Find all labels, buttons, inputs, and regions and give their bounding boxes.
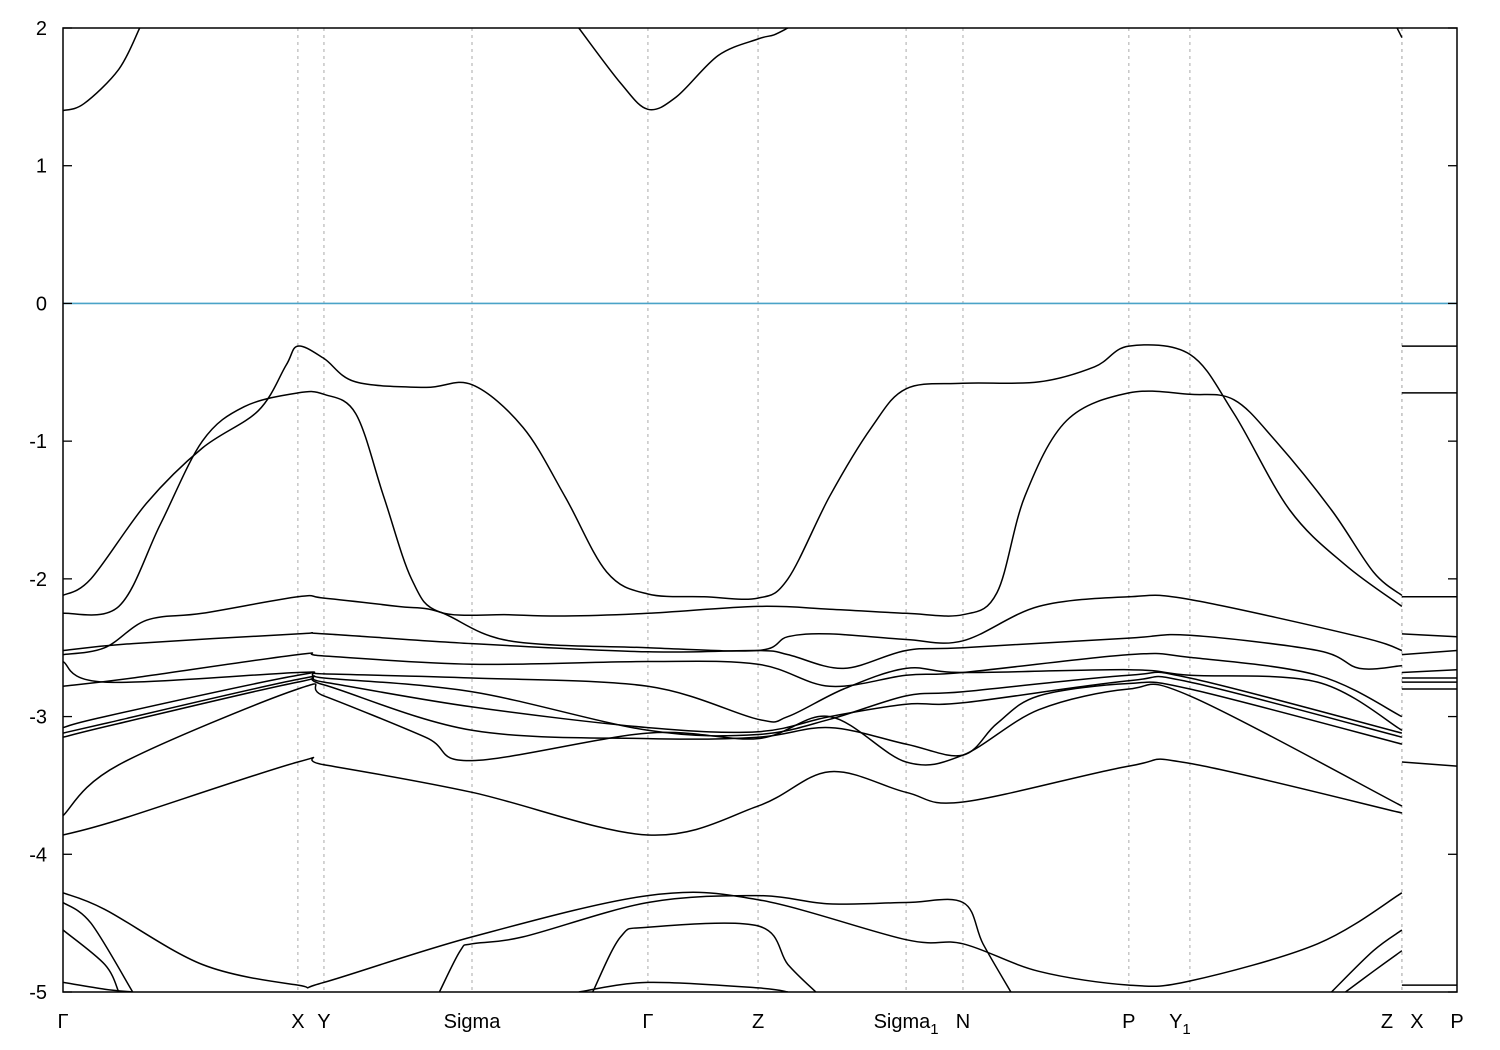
x-axis: Γ X Y Sigma Γ Z Sigma1 N P Y1 Z X P <box>57 1011 1463 1038</box>
kpoint-label-text-6: Sigma <box>874 1011 932 1033</box>
kpoint-label-text-0: Γ <box>57 1011 68 1033</box>
kpoint-grid <box>297 28 1403 992</box>
kpoint-label-6: Sigma1 <box>874 1011 939 1038</box>
kpoint-label-0: Γ <box>57 1011 68 1033</box>
y-tick-label-3: -1 <box>29 431 47 453</box>
kpoint-label-9: Y1 <box>1169 1011 1191 1038</box>
band-line-17 <box>438 894 1012 992</box>
y-tick-label-2: 0 <box>36 293 47 315</box>
band-line-19 <box>578 981 789 992</box>
band-line-9 <box>63 671 1403 737</box>
band-line-1 <box>578 28 789 111</box>
band-line-20 <box>1330 929 1403 992</box>
band-line-2 <box>1396 28 1403 38</box>
band-line-27 <box>1401 649 1457 656</box>
band-line-22 <box>63 981 133 992</box>
band-line-0 <box>63 28 141 112</box>
band-line-6 <box>63 631 1402 670</box>
y-tick-label-1: 1 <box>36 156 47 178</box>
band-line-21 <box>1345 950 1403 992</box>
kpoint-label-7: N <box>956 1011 970 1033</box>
kpoint-label-8: P <box>1122 1011 1135 1033</box>
y-axis: 2 1 0 -1 -2 -3 -4 -5 <box>29 18 1457 1004</box>
band-line-28 <box>1401 668 1457 674</box>
band-line-15 <box>63 901 134 992</box>
kpoint-label-3: Sigma <box>444 1011 502 1033</box>
kpoint-label-subscript-6: 1 <box>930 1021 938 1038</box>
kpoint-label-text-10: Z <box>1381 1011 1393 1033</box>
band-line-7 <box>63 652 1403 718</box>
kpoint-label-text-1: X <box>291 1011 304 1033</box>
kpoint-label-5: Z <box>752 1011 764 1033</box>
kpoint-label-10: Z <box>1381 1011 1393 1033</box>
kpoint-label-text-4: Γ <box>642 1011 653 1033</box>
band-line-5 <box>63 594 1403 656</box>
kpoint-label-text-9: Y <box>1169 1011 1182 1033</box>
kpoint-label-2: Y <box>317 1011 330 1033</box>
y-tick-label-7: -5 <box>29 982 47 1004</box>
kpoint-label-4: Γ <box>642 1011 653 1033</box>
y-tick-label-4: -2 <box>29 569 47 591</box>
band-line-8 <box>63 660 1403 731</box>
kpoint-label-subscript-9: 1 <box>1182 1021 1190 1038</box>
kpoint-label-text-11: X <box>1410 1011 1423 1033</box>
band-line-18 <box>592 922 817 992</box>
plot-frame <box>62 27 1458 993</box>
kpoint-label-text-12: P <box>1450 1011 1463 1033</box>
band-line-26 <box>1401 633 1457 638</box>
kpoint-label-text-3: Sigma <box>444 1011 502 1033</box>
kpoint-label-text-2: Y <box>317 1011 330 1033</box>
kpoint-label-text-8: P <box>1122 1011 1135 1033</box>
band-line-10 <box>63 675 1403 738</box>
band-line-16 <box>63 929 120 992</box>
band-line-12 <box>63 683 1403 817</box>
y-tick-label-5: -3 <box>29 707 47 729</box>
kpoint-label-text-5: Z <box>752 1011 764 1033</box>
band-line-3 <box>63 344 1403 608</box>
band-line-14 <box>63 891 1403 989</box>
band-lines <box>63 28 1457 992</box>
band-line-32 <box>1401 761 1457 767</box>
band-line-11 <box>63 677 1403 757</box>
kpoint-label-text-7: N <box>956 1011 970 1033</box>
band-line-4 <box>63 390 1403 617</box>
kpoint-label-1: X <box>291 1011 304 1033</box>
kpoint-label-12: P <box>1450 1011 1463 1033</box>
y-tick-label-0: 2 <box>36 18 47 40</box>
band-line-13 <box>63 756 1403 836</box>
y-tick-label-6: -4 <box>29 844 47 866</box>
kpoint-label-11: X <box>1410 1011 1423 1033</box>
